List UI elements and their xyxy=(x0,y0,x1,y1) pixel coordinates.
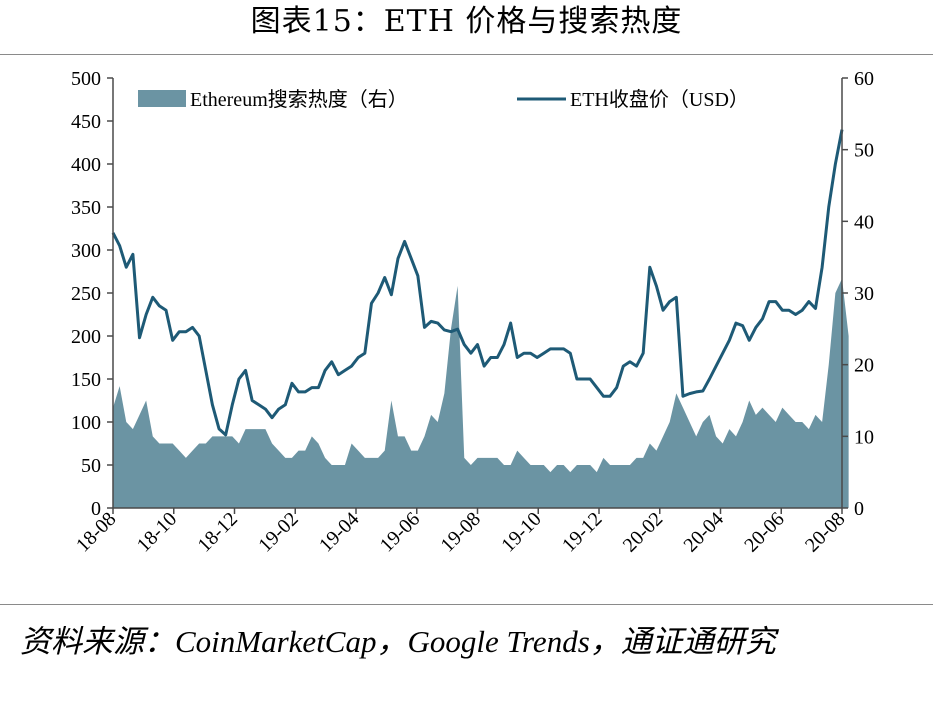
chart: 0 50 100 150 200 250 300 350 400 450 500 0 10 20 30 40 5… xyxy=(71,68,874,557)
left-tick-label: 0 xyxy=(91,498,101,520)
source-note: 资料来源：CoinMarketCap，Google Trends，通证通研究 xyxy=(20,624,776,659)
x-tick-label: 20-08 xyxy=(801,508,850,557)
x-tick-label: 19-08 xyxy=(436,508,485,557)
top-divider xyxy=(0,54,933,55)
left-tick-label: 300 xyxy=(71,240,101,262)
eth-price-line xyxy=(111,129,844,437)
left-tick-label: 400 xyxy=(71,154,101,176)
x-tick-label: 20-06 xyxy=(740,508,789,557)
bottom-divider xyxy=(0,604,933,605)
right-tick-label: 50 xyxy=(854,140,874,162)
x-tick-label: 19-12 xyxy=(558,508,607,557)
left-tick-label: 250 xyxy=(71,283,101,305)
left-tick-label: 150 xyxy=(71,369,101,391)
legend-area-swatch xyxy=(138,90,186,107)
x-tick-label: 18-12 xyxy=(193,508,242,557)
legend-line-label: ETH收盘价（USD） xyxy=(570,88,749,111)
right-tick-label: 60 xyxy=(854,68,874,90)
right-tick-label: 10 xyxy=(854,426,874,448)
right-tick-label: 20 xyxy=(854,355,874,377)
right-tick-label: 0 xyxy=(854,498,864,520)
x-tick-label: 19-10 xyxy=(497,508,546,557)
x-tick-label: 19-06 xyxy=(376,508,425,557)
x-tick-label: 19-04 xyxy=(315,508,364,557)
search-interest-area xyxy=(113,278,849,508)
left-tick-label: 100 xyxy=(71,412,101,434)
x-tick-label: 20-04 xyxy=(679,508,728,557)
x-tick-label: 19-02 xyxy=(254,508,303,557)
right-tick-label: 40 xyxy=(854,211,874,233)
left-tick-label: 500 xyxy=(71,68,101,90)
right-tick-label: 30 xyxy=(854,283,874,305)
chart-title: 图表15：ETH 价格与搜索热度 xyxy=(250,4,683,39)
x-tick-label: 20-02 xyxy=(619,508,668,557)
legend-area-label: Ethereum搜索热度（右） xyxy=(190,88,408,111)
left-tick-label: 450 xyxy=(71,111,101,133)
x-tick-label: 18-10 xyxy=(133,508,182,557)
left-tick-label: 200 xyxy=(71,326,101,348)
left-tick-label: 50 xyxy=(81,455,101,477)
left-tick-label: 350 xyxy=(71,197,101,219)
